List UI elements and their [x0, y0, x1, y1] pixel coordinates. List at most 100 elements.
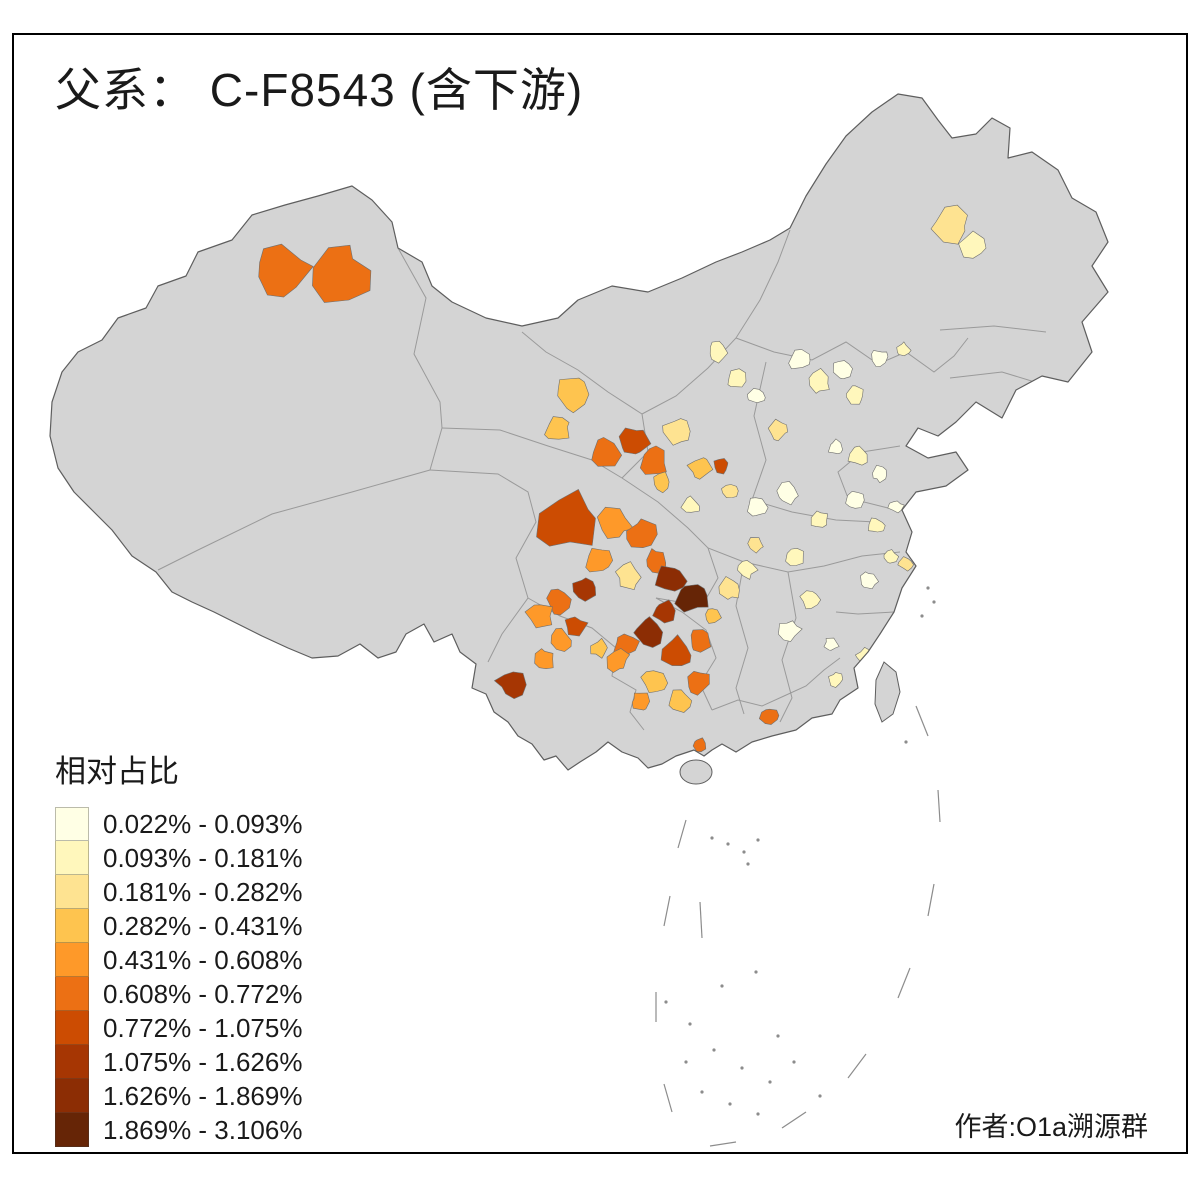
map-region	[564, 616, 589, 637]
sea-dash-line	[847, 1053, 867, 1079]
map-region	[615, 561, 642, 591]
legend: 相对占比 0.022% - 0.093% 0.093% - 0.181% 0.181…	[55, 746, 302, 1147]
legend-items: 0.022% - 0.093% 0.093% - 0.181% 0.181% - 0…	[55, 807, 302, 1147]
island-dot	[926, 586, 930, 590]
map-region	[618, 427, 652, 455]
legend-label: 0.093% - 0.181%	[103, 842, 303, 873]
map-region	[668, 689, 693, 713]
map-region	[626, 518, 658, 549]
map-region	[709, 340, 729, 364]
island-dot	[712, 1048, 716, 1052]
map-region	[778, 620, 803, 642]
island-dot	[776, 1034, 780, 1038]
map-region	[799, 590, 822, 610]
colored-regions	[258, 204, 987, 753]
map-region	[721, 484, 739, 499]
map-region	[660, 634, 692, 667]
island-dot	[688, 1022, 692, 1026]
sea-dash-line	[699, 901, 703, 939]
map-region	[746, 388, 766, 404]
map-region	[653, 471, 670, 494]
map-region	[705, 608, 722, 624]
map-region	[832, 360, 853, 380]
map-region	[776, 481, 799, 506]
map-region	[810, 510, 829, 528]
province-border-line	[429, 469, 537, 663]
legend-item: 0.022% - 0.093%	[55, 807, 302, 841]
province-border-line	[751, 361, 767, 501]
island-dot	[664, 1000, 668, 1004]
map-region	[534, 648, 554, 670]
map-region	[737, 560, 759, 580]
map-region	[767, 418, 788, 442]
map-region	[687, 670, 710, 696]
sea-dash-line	[709, 1141, 737, 1147]
map-region	[550, 627, 572, 652]
map-region	[654, 565, 688, 592]
legend-label: 1.626% - 1.869%	[103, 1080, 303, 1111]
map-region	[758, 708, 780, 725]
map-region	[674, 584, 709, 613]
map-region	[713, 458, 729, 475]
island-dot	[932, 600, 936, 604]
south-china-sea-marks	[655, 586, 941, 1147]
island-dot	[726, 842, 730, 846]
island-dot	[756, 838, 760, 842]
map-region	[828, 672, 844, 688]
sea-dash-line	[937, 789, 941, 823]
map-region	[258, 243, 314, 298]
legend-label: 0.431% - 0.608%	[103, 944, 303, 975]
map-region	[591, 437, 623, 467]
legend-item: 0.608% - 0.772%	[55, 977, 302, 1011]
island-dot	[768, 1080, 772, 1084]
map-region	[872, 464, 887, 484]
map-region	[596, 506, 635, 539]
legend-item: 0.431% - 0.608%	[55, 943, 302, 977]
legend-item: 0.093% - 0.181%	[55, 841, 302, 875]
china-landmass	[50, 94, 1108, 770]
attribution: 作者:O1a溯源群	[954, 1112, 1148, 1142]
island-dot	[720, 984, 724, 988]
map-region	[585, 547, 614, 573]
island-dot	[754, 970, 758, 974]
map-region	[887, 500, 905, 514]
map-region	[958, 230, 987, 259]
legend-swatch	[55, 875, 89, 909]
legend-item: 0.181% - 0.282%	[55, 875, 302, 909]
legend-item: 1.075% - 1.626%	[55, 1045, 302, 1079]
map-region	[590, 637, 608, 659]
province-border-line	[835, 611, 895, 615]
map-region	[847, 445, 868, 466]
legend-title: 相对占比	[55, 754, 179, 789]
legend-label: 0.608% - 0.772%	[103, 978, 303, 1009]
province-border-line	[939, 325, 1047, 333]
legend-swatch	[55, 841, 89, 875]
map-region	[788, 349, 811, 370]
province-border-line	[157, 469, 431, 571]
map-region	[312, 244, 372, 303]
national-border	[49, 93, 1109, 771]
legend-label: 0.772% - 1.075%	[103, 1012, 303, 1043]
legend-swatch	[55, 1113, 89, 1147]
legend-swatch	[55, 1079, 89, 1113]
island-dot	[904, 740, 908, 744]
province-border-line	[711, 657, 841, 711]
map-region	[546, 588, 572, 616]
map-region	[845, 490, 865, 509]
island-dot	[742, 850, 746, 854]
map-region	[823, 637, 840, 651]
map-region	[572, 577, 597, 602]
sea-dash-line	[915, 705, 929, 737]
legend-swatch	[55, 977, 89, 1011]
map-region	[896, 341, 912, 357]
province-border-line	[779, 571, 797, 723]
legend-label: 1.075% - 1.626%	[103, 1046, 303, 1077]
island-dot	[700, 1090, 704, 1094]
map-region	[868, 517, 886, 533]
legend-item: 0.282% - 0.431%	[55, 909, 302, 943]
map-region	[606, 648, 631, 673]
map-region	[692, 737, 707, 753]
sea-dash-line	[663, 1083, 673, 1113]
map-region	[747, 537, 764, 554]
